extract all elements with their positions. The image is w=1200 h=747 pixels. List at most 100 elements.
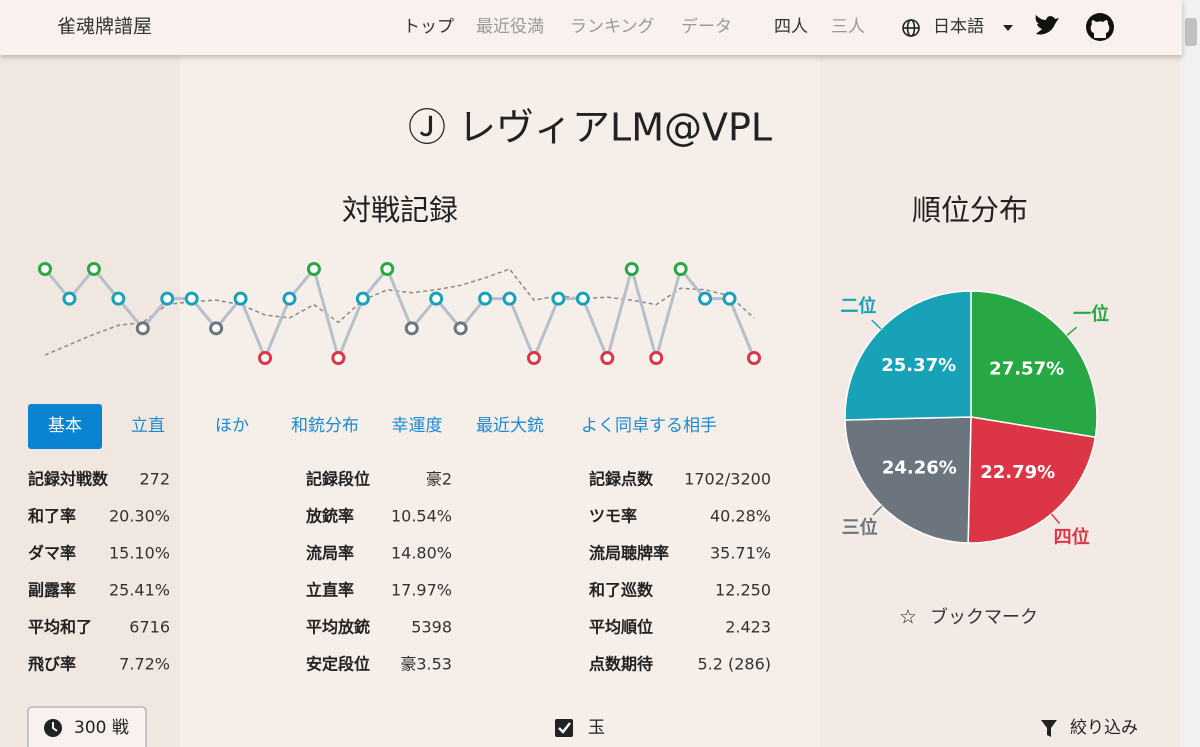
- check-mark: [558, 722, 571, 734]
- rank-marker[interactable]: [184, 291, 199, 306]
- navbar: [0, 0, 1182, 55]
- stat-value: 1702/3200: [684, 470, 771, 489]
- tab[interactable]: ほか: [215, 416, 249, 436]
- leader-line: [871, 319, 882, 330]
- rank-marker[interactable]: [135, 321, 150, 336]
- pie-slice[interactable]: [844, 416, 972, 544]
- stat-label: 記録点数: [589, 470, 654, 489]
- rank-marker[interactable]: [698, 291, 713, 306]
- rank-marker[interactable]: [575, 291, 590, 306]
- stat-value: 7.72%: [119, 655, 170, 674]
- slice-label: 四位: [1054, 526, 1090, 548]
- stat-value: 20.30%: [109, 507, 170, 526]
- nav-link[interactable]: データ: [681, 16, 732, 37]
- rank-marker[interactable]: [502, 291, 517, 306]
- filter-icon[interactable]: [1041, 720, 1057, 737]
- stat-value: 2.423: [725, 618, 771, 637]
- filter-label[interactable]: 絞り込み: [1070, 718, 1138, 738]
- tab[interactable]: よく同卓する相手: [581, 416, 717, 436]
- tab[interactable]: 幸運度: [392, 416, 443, 436]
- twitter-icon[interactable]: [1035, 15, 1059, 35]
- stat-value: 35.71%: [710, 544, 771, 563]
- stat-value: 12.250: [715, 581, 771, 600]
- stat-value: 17.97%: [391, 581, 452, 600]
- leader-line: [1050, 513, 1061, 525]
- stat-label: 平均和了: [28, 618, 92, 637]
- stat-label: 流局聴牌率: [589, 544, 669, 563]
- stat-value: 15.10%: [109, 544, 170, 563]
- rank-marker[interactable]: [453, 321, 468, 336]
- nav-link[interactable]: トップ: [403, 17, 454, 37]
- leader-line: [872, 505, 883, 516]
- rank-marker[interactable]: [747, 351, 761, 365]
- stat-label: 記録対戦数: [28, 470, 109, 489]
- rank-marker[interactable]: [86, 262, 101, 276]
- github-icon[interactable]: [1086, 13, 1114, 41]
- tab[interactable]: 立直: [131, 416, 165, 436]
- tab[interactable]: 和銃分布: [291, 416, 359, 436]
- bookmark[interactable]: ブックマーク: [930, 606, 1038, 628]
- rank-marker[interactable]: [331, 351, 346, 365]
- stat-label: ダマ率: [28, 544, 76, 563]
- rank-marker[interactable]: [111, 291, 126, 306]
- tab[interactable]: 最近大銃: [476, 416, 544, 436]
- rank-marker[interactable]: [233, 291, 248, 306]
- games-button[interactable]: [27, 706, 147, 747]
- games-label[interactable]: 300 戦: [74, 718, 129, 738]
- slice-label: 一位: [1073, 303, 1109, 325]
- rank-marker[interactable]: [722, 291, 737, 306]
- chart-title: 対戦記録: [342, 193, 458, 227]
- rank-marker[interactable]: [160, 291, 175, 306]
- average-line: [44, 268, 755, 356]
- clock-hand: [52, 722, 58, 732]
- stat-value: 5.2 (286): [697, 655, 771, 674]
- rank-marker[interactable]: [258, 351, 273, 365]
- language[interactable]: 日本語: [933, 17, 984, 37]
- stat-value: 5398: [411, 618, 452, 637]
- nav-link[interactable]: ランキング: [570, 17, 655, 37]
- rank-marker[interactable]: [624, 262, 639, 276]
- rank-marker[interactable]: [551, 291, 566, 306]
- stat-value: 25.41%: [109, 581, 170, 600]
- mode-link[interactable]: 三人: [831, 17, 865, 37]
- stat-label: 立直率: [306, 581, 354, 600]
- rank-marker[interactable]: [380, 262, 395, 276]
- scrollbar: [1182, 0, 1200, 747]
- star-icon[interactable]: ☆: [899, 605, 917, 629]
- rank-marker[interactable]: [526, 351, 541, 365]
- player-name: Ⓙ レヴィアLM@VPL: [408, 106, 772, 150]
- rank-marker[interactable]: [62, 291, 77, 306]
- mode-link[interactable]: 四人: [774, 17, 808, 37]
- rank-marker[interactable]: [429, 291, 444, 306]
- rank-marker[interactable]: [600, 351, 615, 365]
- jade-label[interactable]: 玉: [588, 718, 605, 738]
- rank-marker[interactable]: [355, 291, 370, 306]
- pie-slice[interactable]: [844, 290, 972, 421]
- rank-marker[interactable]: [478, 291, 493, 306]
- brand[interactable]: 雀魂牌譜屋: [57, 16, 152, 38]
- rank-marker[interactable]: [673, 262, 688, 276]
- leader-line: [1066, 326, 1078, 336]
- stat-label: 和了巡数: [589, 581, 654, 600]
- slice-value-label: 25.37%: [881, 355, 956, 376]
- rank-marker[interactable]: [306, 262, 321, 276]
- rank-marker[interactable]: [649, 351, 664, 365]
- stat-label: 副露率: [28, 581, 76, 600]
- tab[interactable]: 基本: [48, 416, 82, 436]
- rank-marker[interactable]: [38, 262, 52, 276]
- stat-label: 平均放銃: [306, 618, 370, 637]
- slice-label: 二位: [840, 295, 876, 317]
- scrollbar-thumb[interactable]: [1185, 18, 1197, 46]
- rank-marker[interactable]: [209, 321, 224, 336]
- slice-value-label: 22.79%: [980, 462, 1055, 483]
- rank-marker[interactable]: [282, 291, 297, 306]
- rank-marker[interactable]: [404, 321, 419, 336]
- slice-value-label: 24.26%: [882, 458, 957, 479]
- dropdown-caret[interactable]: [1003, 25, 1013, 31]
- stat-label: 記録段位: [306, 470, 370, 489]
- slice-value-label: 27.57%: [989, 359, 1064, 380]
- globe-icon: [902, 19, 920, 37]
- nav-link[interactable]: 最近役満: [476, 17, 544, 37]
- checkbox[interactable]: [555, 719, 573, 737]
